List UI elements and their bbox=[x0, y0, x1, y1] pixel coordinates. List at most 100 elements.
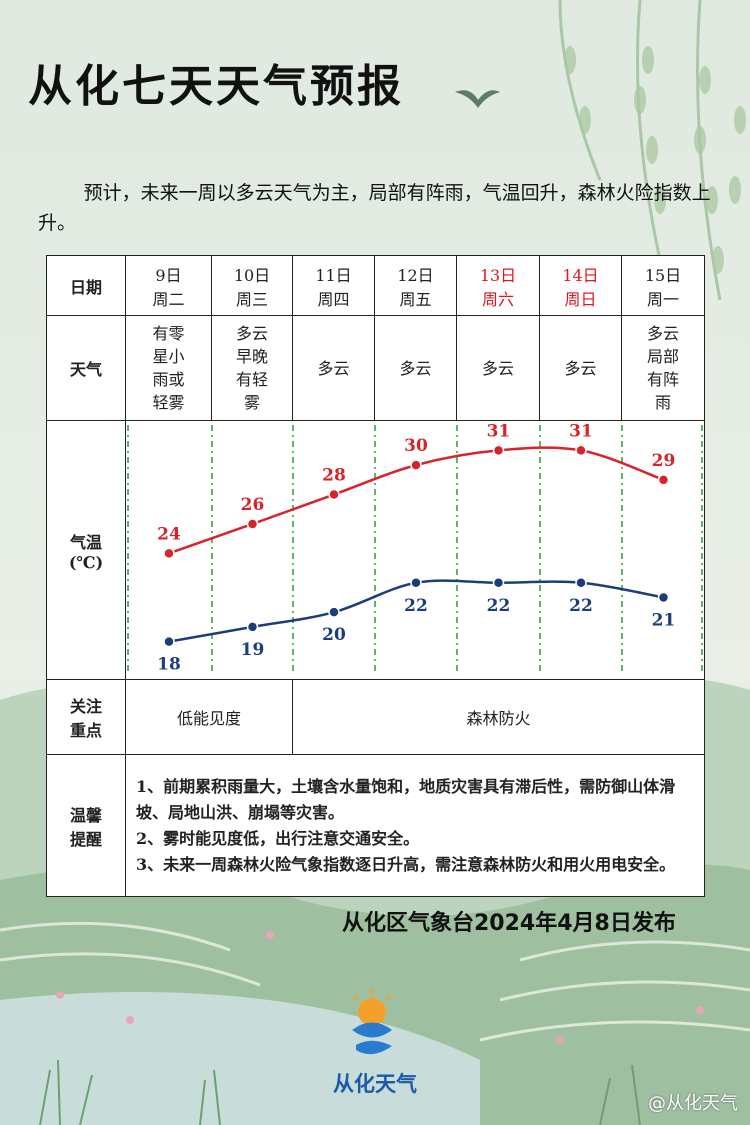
day-header-7: 15日 周一 bbox=[621, 255, 705, 316]
day-header-6: 14日周日 bbox=[539, 255, 622, 316]
day-header-5: 13日周六 bbox=[456, 255, 540, 316]
low-temp-label: 18 bbox=[157, 655, 181, 675]
weather-cell-6: 多云 bbox=[539, 315, 622, 421]
day-date: 13日 bbox=[479, 265, 517, 285]
high-temp-point bbox=[492, 444, 505, 457]
temperature-label: 气温 (℃) bbox=[46, 420, 126, 680]
high-temp-point bbox=[246, 518, 259, 530]
high-temp-label: 31 bbox=[487, 421, 511, 441]
low-temp-point bbox=[657, 591, 670, 604]
high-temp-label: 31 bbox=[569, 421, 593, 441]
day-header-4: 12日周五 bbox=[374, 255, 457, 316]
tips-label-text: 温馨 bbox=[69, 805, 102, 825]
weather-text: 雨 bbox=[654, 393, 671, 412]
weather-text: 多云 bbox=[399, 358, 432, 378]
day-weekday: 周五 bbox=[399, 289, 432, 309]
focus-label-text: 重点 bbox=[69, 721, 102, 740]
low-temp-point bbox=[575, 577, 587, 589]
watermark: @从化天气 bbox=[648, 1093, 738, 1114]
tip-item: 3、未来一周森林火险气象指数逐日升高，需注意森林防火和用火用电安全。 bbox=[136, 854, 676, 874]
forecast-table: 日期 9日周二 10日周三 11日周四 12日周五 13日周六 14日周日 15… bbox=[46, 255, 705, 897]
tips-label: 温馨 提醒 bbox=[46, 754, 126, 897]
high-temp-label: 26 bbox=[241, 495, 265, 515]
weather-cell-7: 多云 局部 有阵雨 bbox=[621, 315, 705, 421]
low-temp-point bbox=[163, 635, 175, 648]
tips-content: 1、前期累积雨量大，土壤含水量饱和，地质灾害具有滞后性，需防御山体滑坡、局地山洪… bbox=[125, 754, 705, 897]
weather-text: 早晚 bbox=[235, 347, 268, 366]
day-weekday: 周二 bbox=[152, 289, 185, 309]
temperature-row: 气温 (℃) 24 26 28 30 31 31 29 18 19 20 22 22 22 21 bbox=[46, 420, 705, 680]
low-temp-point bbox=[410, 577, 422, 589]
day-date: 12日 bbox=[397, 265, 434, 285]
day-weekday: 周一 bbox=[646, 289, 679, 309]
tips-label-text: 提醒 bbox=[69, 829, 102, 849]
weather-text: 有阵 bbox=[646, 370, 679, 389]
low-temp-point bbox=[328, 606, 340, 618]
weather-text: 雾 bbox=[243, 393, 260, 412]
low-temp-label: 22 bbox=[569, 596, 593, 616]
weather-text: 多云 bbox=[481, 358, 514, 378]
day-weekday: 周日 bbox=[564, 289, 597, 309]
weather-cell-4: 多云 bbox=[374, 315, 457, 421]
weather-text: 局部 bbox=[646, 347, 679, 366]
high-temp-label: 24 bbox=[157, 524, 181, 544]
low-temp-label: 20 bbox=[322, 625, 346, 645]
weather-text: 星小 bbox=[152, 347, 185, 366]
high-temp-point bbox=[575, 444, 587, 457]
focus-label-text: 关注 bbox=[69, 697, 102, 716]
day-header-1: 9日周二 bbox=[125, 255, 212, 316]
weather-cell-2: 多云 早晚 有轻雾 bbox=[211, 315, 293, 421]
focus-label: 关注 重点 bbox=[46, 679, 126, 755]
day-date: 9日 bbox=[155, 265, 182, 285]
weather-text: 多云 bbox=[646, 324, 679, 343]
tip-item: 1、前期累积雨量大，土壤含水量饱和，地质灾害具有滞后性，需防御山体滑坡、局地山洪… bbox=[136, 776, 676, 822]
focus-low-visibility: 低能见度 bbox=[125, 679, 293, 755]
day-date: 11日 bbox=[315, 265, 352, 285]
high-temp-point bbox=[410, 459, 422, 471]
release-info: 从化区气象台2024年4月8日发布 bbox=[342, 911, 676, 936]
weather-cell-3: 多云 bbox=[292, 315, 375, 421]
day-header-2: 10日周三 bbox=[211, 255, 293, 316]
weather-text: 多云 bbox=[564, 358, 597, 378]
date-label: 日期 bbox=[46, 255, 126, 316]
weather-label: 天气 bbox=[46, 315, 126, 421]
temperature-unit: (℃) bbox=[68, 552, 104, 572]
low-temp-label: 19 bbox=[241, 640, 265, 660]
temperature-label-text: 气温 bbox=[69, 532, 102, 552]
weather-text: 轻雾 bbox=[152, 393, 185, 412]
low-temp-label: 21 bbox=[652, 610, 676, 630]
page-title: 从化七天天气预报 bbox=[28, 61, 404, 112]
high-temp-point bbox=[328, 488, 340, 501]
weather-text: 多云 bbox=[317, 358, 350, 378]
day-weekday: 周四 bbox=[317, 289, 350, 309]
high-temp-label: 28 bbox=[322, 466, 346, 486]
tip-item: 2、雾时能见度低，出行注意交通安全。 bbox=[136, 828, 420, 848]
weather-row: 天气 有零 星小 雨或 轻雾 多云 早晚 有轻雾 多云 多云 多云 多云 多云 局部 有阵雨 bbox=[46, 315, 705, 421]
weather-text: 有零 bbox=[152, 324, 185, 343]
date-row: 日期 9日周二 10日周三 11日周四 12日周五 13日周六 14日周日 15… bbox=[46, 255, 705, 316]
low-temp-point bbox=[246, 621, 259, 633]
weather-text: 多云 bbox=[235, 324, 268, 343]
temperature-chart: 24 26 28 30 31 31 29 18 19 20 22 22 22 21 bbox=[127, 421, 703, 675]
weather-cell-5: 多云 bbox=[456, 315, 540, 421]
weather-text: 有轻 bbox=[235, 370, 268, 389]
focus-forest-fire: 森林防火 bbox=[292, 679, 705, 755]
day-date: 14日 bbox=[562, 265, 599, 285]
temperature-chart-cell: 24 26 28 30 31 31 29 18 19 20 22 22 22 21 bbox=[125, 420, 705, 680]
logo-text: 从化天气 bbox=[333, 1072, 417, 1096]
low-temp-label: 22 bbox=[487, 596, 511, 616]
day-weekday: 周六 bbox=[481, 289, 514, 309]
focus-row: 关注重点 低能见度 森林防火 bbox=[46, 679, 705, 755]
day-weekday: 周三 bbox=[235, 289, 268, 309]
low-temp-point bbox=[492, 577, 505, 589]
weather-logo-mark bbox=[352, 990, 392, 1055]
day-header-3: 11日周四 bbox=[292, 255, 375, 316]
high-temp-label: 29 bbox=[652, 451, 676, 471]
high-temp-point bbox=[657, 474, 670, 486]
intro-text: 预计，未来一周以多云天气为主，局部有阵雨，气温回升，森林火险指数上升。 bbox=[38, 182, 711, 234]
day-date: 10日 bbox=[233, 265, 271, 285]
weather-text: 雨或 bbox=[152, 370, 185, 389]
low-temp-label: 22 bbox=[404, 596, 428, 616]
high-temp-label: 30 bbox=[404, 436, 428, 456]
high-temp-point bbox=[163, 547, 175, 560]
